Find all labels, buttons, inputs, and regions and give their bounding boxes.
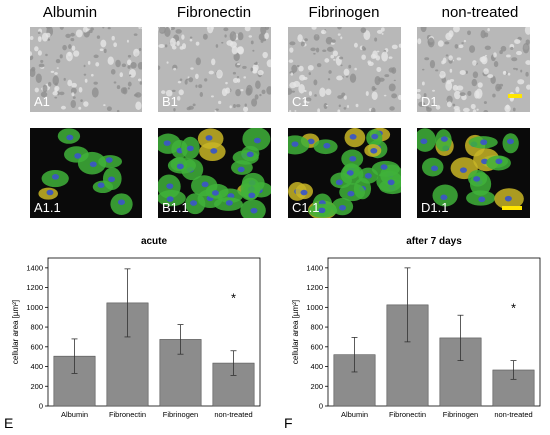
- column-title-fibrinogen: Fibrinogen: [308, 4, 380, 21]
- panel-label-c1: C1: [292, 94, 309, 109]
- y-axis-label: cellular area [µm²]: [11, 300, 20, 364]
- fluorescence-texture: [417, 128, 530, 218]
- fluorescence-texture: [158, 128, 271, 218]
- fluorescence-image-fibronectin: B1.1: [158, 128, 271, 218]
- x-category-label: non-treated: [214, 410, 252, 419]
- fluorescence-image-fibrinogen: C1.1: [288, 128, 401, 218]
- significance-star: *: [511, 301, 516, 316]
- y-tick-label: 600: [30, 342, 43, 351]
- y-tick-label: 1200: [26, 283, 43, 292]
- y-tick-label: 800: [30, 323, 43, 332]
- scale-bar: [502, 206, 522, 210]
- panel-label-c1-1: C1.1: [292, 200, 320, 215]
- fluorescence-texture: [30, 128, 142, 218]
- panel-label-b1-1: B1.1: [162, 200, 189, 215]
- y-tick-label: 800: [310, 323, 323, 332]
- y-tick-label: 600: [310, 342, 323, 351]
- phase-texture: [30, 27, 142, 112]
- panel-label-b1: B1: [162, 94, 178, 109]
- chart-e: acute 0 200 400 600 800 1000 1200 1400 cellular a…: [4, 236, 261, 431]
- phase-image-albumin: A1: [30, 27, 142, 112]
- y-tick-label: 0: [319, 402, 323, 411]
- fluorescence-image-non-treated: D1.1: [417, 128, 530, 218]
- scale-bar: [508, 94, 522, 98]
- panel-label-d1: D1: [421, 94, 438, 109]
- x-category-label: Fibronectin: [389, 410, 426, 419]
- y-axis-label: cellular area [µm²]: [291, 300, 300, 364]
- chart-title: acute: [141, 236, 168, 247]
- significance-star: *: [231, 291, 236, 306]
- chart-title: after 7 days: [406, 236, 462, 247]
- phase-texture: [288, 27, 401, 112]
- y-tick-label: 1200: [306, 283, 323, 292]
- y-tick-label: 400: [30, 362, 43, 371]
- phase-image-non-treated: D1: [417, 27, 530, 112]
- y-tick-label: 1400: [306, 263, 323, 272]
- phase-image-fibronectin: B1: [158, 27, 271, 112]
- y-tick-label: 1000: [306, 303, 323, 312]
- x-category-label: Fibrinogen: [443, 410, 478, 419]
- y-tick-label: 1400: [26, 263, 43, 272]
- phase-image-fibrinogen: C1: [288, 27, 401, 112]
- y-tick-label: 200: [30, 382, 43, 391]
- fluorescence-texture: [288, 128, 401, 218]
- column-title-albumin: Albumin: [42, 4, 98, 21]
- column-title-non-treated: non-treated: [441, 4, 519, 21]
- y-tick-label: 400: [310, 362, 323, 371]
- panel-label-d1-1: D1.1: [421, 200, 449, 215]
- panel-letter: E: [4, 415, 13, 431]
- x-category-label: Albumin: [341, 410, 368, 419]
- x-category-label: Fibronectin: [109, 410, 146, 419]
- y-tick-label: 200: [310, 382, 323, 391]
- panel-label-a1-1: A1.1: [34, 200, 61, 215]
- column-title-fibronectin: Fibronectin: [176, 4, 252, 21]
- y-tick-label: 1000: [26, 303, 43, 312]
- y-tick-label: 0: [39, 402, 43, 411]
- plot-frame: [327, 257, 541, 407]
- x-category-label: non-treated: [494, 410, 532, 419]
- x-category-label: Albumin: [61, 410, 88, 419]
- phase-texture: [158, 27, 271, 112]
- fluorescence-image-albumin: A1.1: [30, 128, 142, 218]
- panel-label-a1: A1: [34, 94, 50, 109]
- chart-f: after 7 days 0 200 400 600 800 1000 1200 1400 cel…: [284, 236, 541, 431]
- plot-frame: [47, 257, 261, 407]
- x-category-label: Fibrinogen: [163, 410, 198, 419]
- panel-letter: F: [284, 415, 293, 431]
